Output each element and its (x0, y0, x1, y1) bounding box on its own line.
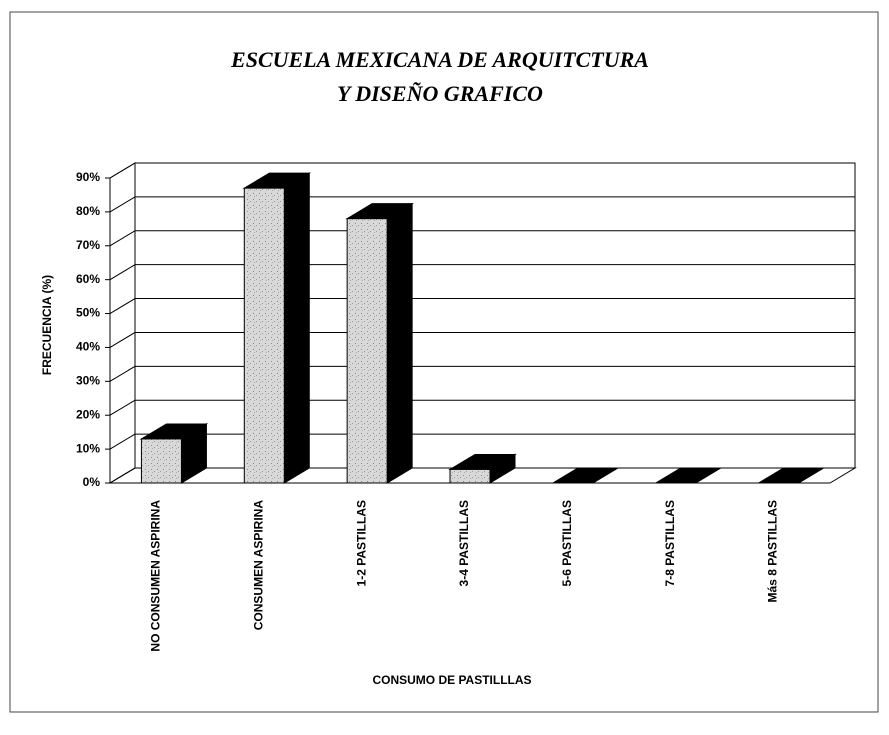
bar (449, 468, 491, 484)
bar-side (283, 172, 310, 484)
grid-line (109, 196, 136, 213)
bar (346, 218, 388, 484)
y-tick-label: 20% (76, 407, 100, 421)
y-tick-label: 40% (76, 340, 100, 354)
grid-line (109, 365, 136, 382)
grid-line (109, 264, 136, 281)
x-tick-label: NO CONSUMEN ASPIRINA (149, 500, 163, 652)
chart-title: ESCUELA MEXICANA DE ARQUITCTURA (230, 47, 649, 72)
x-tick-label: 7-8 PASTILLAS (663, 500, 677, 586)
x-tick-label: CONSUMEN ASPIRINA (251, 500, 265, 631)
x-tick-label: 1-2 PASTILLAS (354, 500, 368, 586)
left-wall (109, 162, 136, 484)
bar-top (653, 467, 723, 484)
grid-line (109, 332, 136, 348)
bar (140, 438, 182, 484)
back-wall (134, 162, 856, 469)
x-tick-label: Más 8 PASTILLAS (766, 500, 780, 602)
y-tick-label: 80% (76, 204, 100, 218)
y-axis-label: FRECUENCIA (%) (40, 275, 54, 375)
bar-side (386, 202, 413, 484)
x-tick-label: 5-6 PASTILLAS (560, 500, 574, 586)
y-tick-label: 0% (83, 475, 101, 489)
y-tick-label: 30% (76, 374, 100, 388)
chart-frame (9, 11, 879, 713)
y-tick-label: 10% (76, 441, 100, 455)
bar-top (551, 467, 620, 484)
chart-title: Y DISEÑO GRAFICO (337, 81, 543, 106)
grid-line (109, 433, 136, 450)
y-tick-label: 60% (76, 272, 100, 286)
grid-line (109, 230, 136, 247)
x-tick-label: 3-4 PASTILLAS (457, 500, 471, 586)
grid-line (109, 467, 136, 484)
bar (243, 187, 285, 484)
y-tick-label: 90% (76, 170, 100, 184)
grid-line (109, 399, 136, 416)
bar-top (756, 467, 826, 484)
grid-line (109, 298, 136, 314)
x-axis-label: CONSUMO DE PASTILLLAS (372, 673, 531, 687)
y-tick-label: 70% (76, 238, 100, 252)
grid-line (109, 162, 136, 179)
y-tick-label: 50% (76, 306, 100, 320)
